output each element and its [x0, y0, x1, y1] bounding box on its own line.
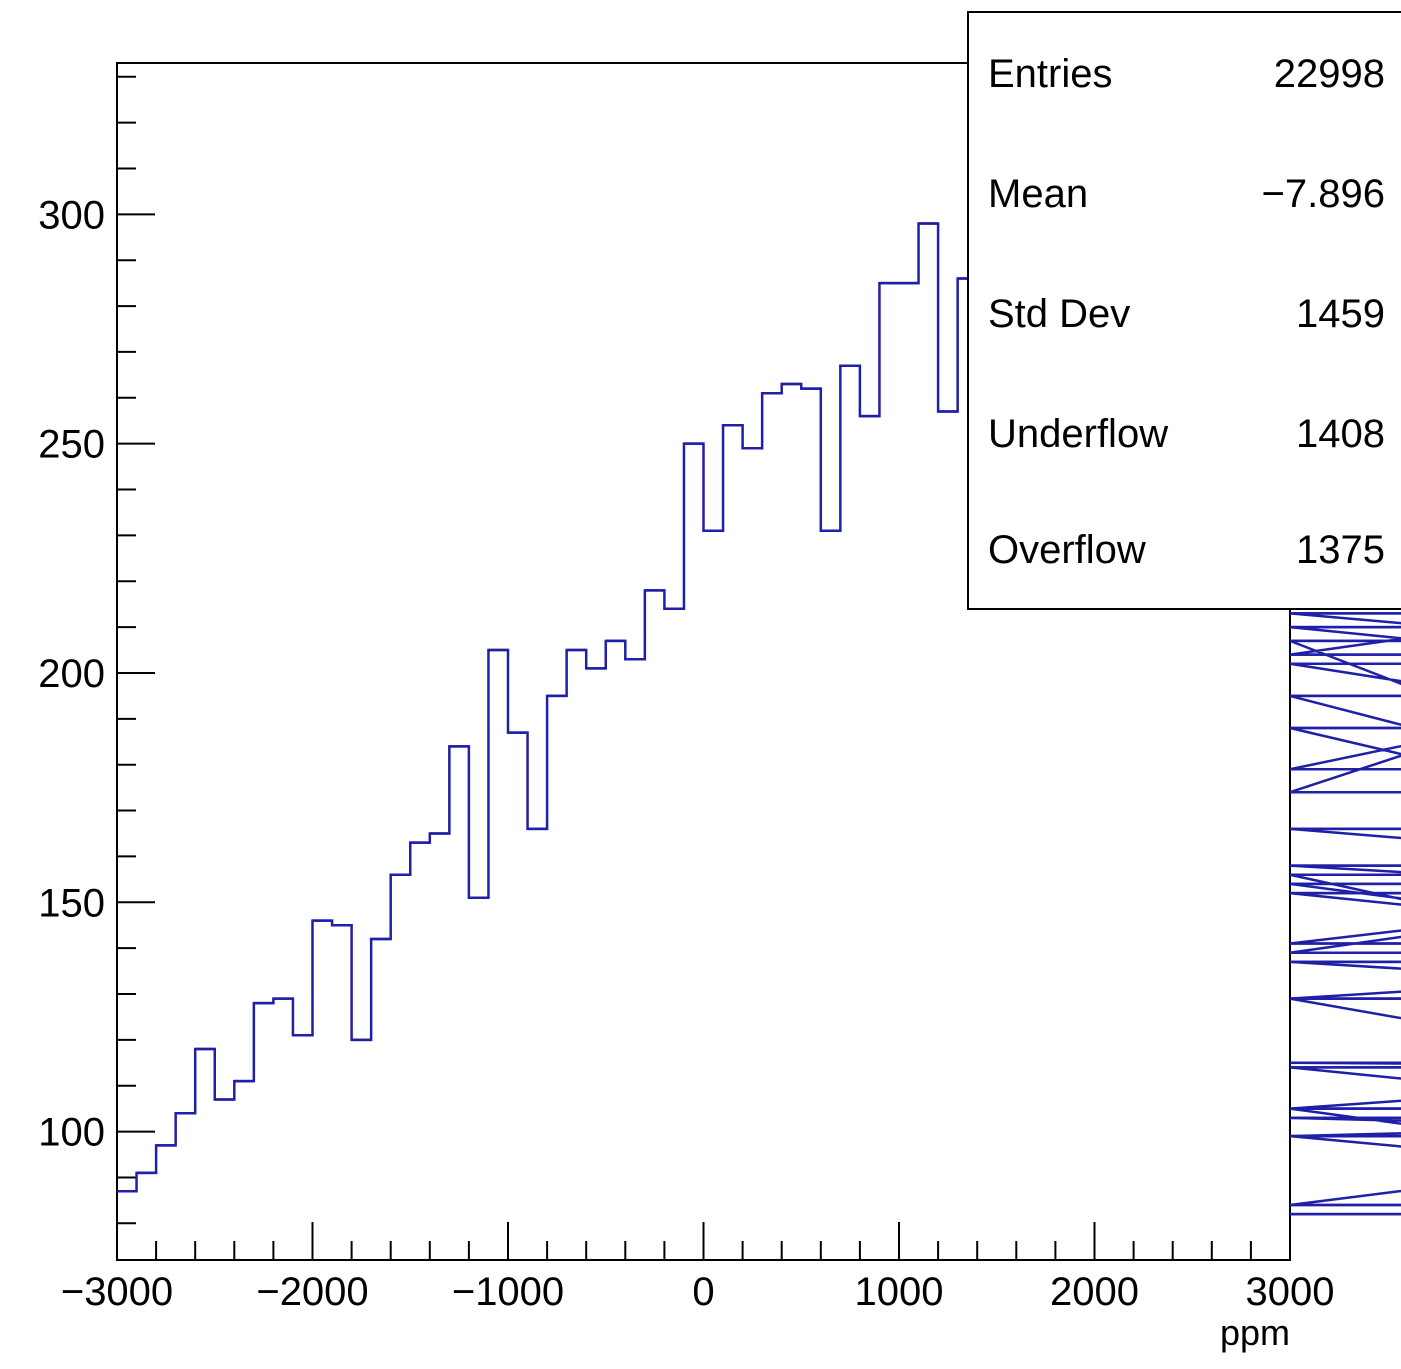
stats-value: 22998 [1274, 52, 1385, 96]
stats-label: Entries [988, 52, 1113, 96]
y-tick-label: 150 [38, 881, 105, 925]
x-tick-label: 0 [692, 1270, 714, 1314]
stats-label: Underflow [988, 412, 1168, 456]
x-tick-label: 1000 [855, 1270, 944, 1314]
stats-label: Std Dev [988, 292, 1130, 336]
stats-label: Overflow [988, 528, 1146, 572]
y-tick-label: 250 [38, 423, 105, 467]
x-tick-label: −3000 [61, 1270, 173, 1314]
x-tick-label: 3000 [1246, 1270, 1335, 1314]
stats-label: Mean [988, 172, 1088, 216]
stats-box: Entries 22998 Mean −7.896 Std Dev 1459 Underfl… [967, 11, 1401, 610]
x-axis-ticks [116, 1222, 1291, 1260]
stats-value: 1408 [1296, 412, 1385, 456]
y-axis-tick-labels: 100 150 200 250 300 [38, 193, 105, 1154]
stats-box-frame [967, 11, 1401, 610]
y-tick-label: 100 [38, 1111, 105, 1155]
stats-value: 1459 [1296, 292, 1385, 336]
x-tick-label: −1000 [452, 1270, 564, 1314]
stats-rows: Entries 22998 Mean −7.896 Std Dev 1459 Underfl… [988, 52, 1385, 572]
stats-value: −7.896 [1262, 172, 1385, 216]
stats-value: 1375 [1296, 528, 1385, 572]
x-axis-tick-labels: −3000 −2000 −1000 0 1000 2000 3000 [61, 1270, 1335, 1314]
y-tick-label: 300 [38, 193, 105, 237]
x-tick-label: 2000 [1050, 1270, 1139, 1314]
x-tick-label: −2000 [256, 1270, 368, 1314]
y-axis-ticks [117, 75, 155, 1225]
y-tick-label: 200 [38, 652, 105, 696]
x-axis-title: ppm [1220, 1312, 1290, 1353]
